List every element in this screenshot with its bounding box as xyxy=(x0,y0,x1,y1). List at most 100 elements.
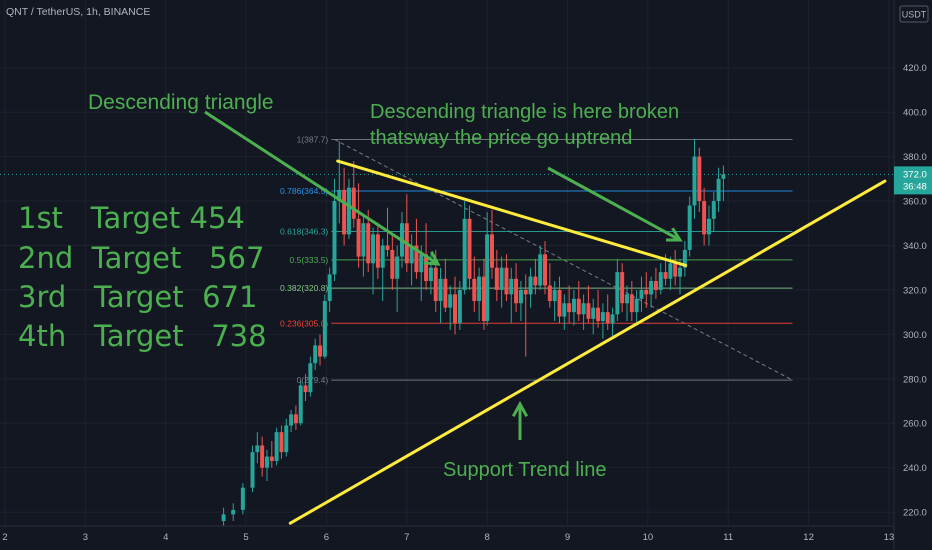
candle xyxy=(342,189,347,235)
candle xyxy=(538,254,543,286)
candle xyxy=(293,414,298,424)
symbol-header[interactable]: QNT / TetherUS, 1h, BINANCE xyxy=(6,6,151,18)
candle xyxy=(721,174,726,179)
candle xyxy=(351,187,356,219)
candle xyxy=(424,254,429,282)
candle xyxy=(255,445,260,453)
x-tick-label: 10 xyxy=(643,532,654,543)
arrow-descending-triangle xyxy=(204,110,439,266)
candle xyxy=(361,223,366,257)
candle xyxy=(260,445,265,468)
annotation-support-trend-line: Support Trend line xyxy=(443,459,607,481)
candle xyxy=(557,289,562,317)
candle xyxy=(298,385,303,424)
candle xyxy=(706,218,711,235)
candle xyxy=(678,267,683,277)
candle xyxy=(231,509,236,515)
candle xyxy=(264,456,269,468)
fib-label-0: 0(279.4) xyxy=(297,375,329,385)
candle xyxy=(467,218,472,279)
fib-label-1: 1(387.7) xyxy=(297,134,329,144)
y-tick-label: 340.0 xyxy=(903,241,927,252)
candle xyxy=(697,156,702,202)
candle xyxy=(274,432,279,462)
candle xyxy=(586,303,591,319)
candle xyxy=(624,294,629,304)
x-tick-label: 4 xyxy=(163,532,168,543)
candle xyxy=(443,278,448,308)
candle xyxy=(375,234,380,268)
candle xyxy=(380,245,385,268)
candle xyxy=(615,272,620,315)
currency-box xyxy=(899,5,929,23)
x-tick-label: 8 xyxy=(485,532,490,543)
candle xyxy=(428,267,433,282)
y-tick-label: 400.0 xyxy=(903,108,927,119)
x-tick-label: 7 xyxy=(404,532,409,543)
arrow-breakout xyxy=(547,166,681,242)
candle xyxy=(327,274,332,302)
trend-line-descending-resistance xyxy=(336,159,688,267)
candle xyxy=(279,432,284,453)
x-tick-label: 5 xyxy=(243,532,248,543)
fib-trend-guide xyxy=(334,139,793,381)
y-tick-label: 240.0 xyxy=(903,463,927,474)
candle xyxy=(653,281,658,290)
annotation-broken-line-2: thatsway the price go uptrend xyxy=(370,127,633,149)
price-axis xyxy=(894,0,932,550)
candle xyxy=(303,385,308,393)
candle xyxy=(269,456,274,462)
annotation-descending-triangle: Descending triangle xyxy=(88,91,274,114)
candle xyxy=(552,289,557,302)
candle xyxy=(485,234,490,322)
x-tick-label: 12 xyxy=(803,532,814,543)
candle xyxy=(543,254,548,286)
y-tick-label: 360.0 xyxy=(903,197,927,208)
candle xyxy=(332,201,337,275)
candle xyxy=(509,278,514,295)
candle xyxy=(692,156,697,206)
candle xyxy=(366,223,371,264)
candle xyxy=(571,298,576,313)
candle xyxy=(644,289,649,295)
candle xyxy=(289,414,294,426)
candle xyxy=(438,278,443,302)
x-tick-label: 13 xyxy=(884,532,895,543)
candle xyxy=(240,487,245,510)
candle xyxy=(448,294,453,308)
y-tick-label: 420.0 xyxy=(903,63,927,74)
candle xyxy=(385,245,390,250)
target-3: 3rd Target 671 xyxy=(18,280,258,314)
candle xyxy=(433,267,438,302)
candle xyxy=(658,272,663,290)
candle xyxy=(711,201,716,219)
currency-label: USDT xyxy=(902,10,927,20)
candle xyxy=(322,301,327,357)
candle xyxy=(371,234,376,264)
target-2: 2nd Target 567 xyxy=(18,241,265,275)
candle xyxy=(528,276,533,295)
candle xyxy=(518,289,523,304)
candle xyxy=(499,267,504,290)
candle xyxy=(523,289,528,295)
candle xyxy=(313,345,318,364)
candle xyxy=(581,303,586,315)
fib-label-0.786: 0.786(364.5) xyxy=(280,186,328,196)
y-tick-label: 380.0 xyxy=(903,152,927,163)
candle xyxy=(284,425,289,453)
candle xyxy=(462,218,467,290)
candle xyxy=(547,285,552,302)
candle xyxy=(610,314,615,324)
candle xyxy=(250,452,255,488)
candle xyxy=(716,178,721,202)
candle xyxy=(687,205,692,250)
fib-label-0.236: 0.236(305.0) xyxy=(280,318,328,328)
candle xyxy=(346,187,351,235)
candle xyxy=(221,514,226,522)
last-price-value: 372.0 xyxy=(903,169,927,180)
y-tick-label: 220.0 xyxy=(903,508,927,519)
arrow-descending-triangle-head xyxy=(423,250,441,266)
candle xyxy=(567,303,572,313)
